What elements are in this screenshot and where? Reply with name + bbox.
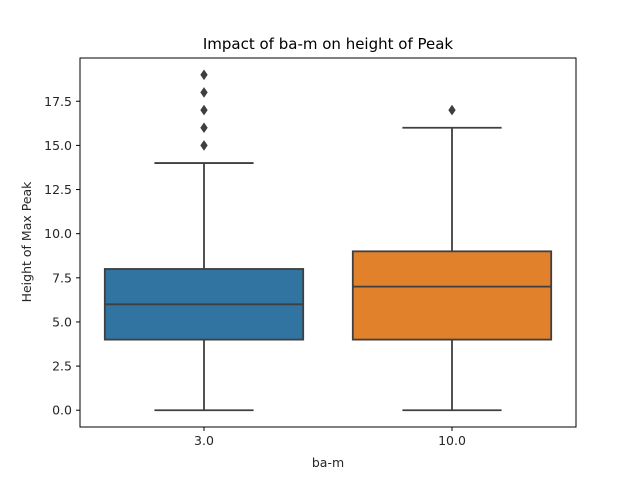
y-tick-label: 0.0 [52, 403, 72, 418]
axes-frame [79, 57, 577, 428]
y-axis-label: Height of Max Peak [19, 181, 34, 303]
y-tick-label: 12.5 [44, 182, 72, 197]
outlier-point [448, 104, 456, 116]
outlier-point [200, 69, 208, 81]
y-tick-label: 2.5 [52, 359, 72, 374]
plot-area [103, 69, 553, 412]
iqr-box [351, 250, 553, 341]
outlier-point [200, 87, 208, 98]
outlier-point [200, 122, 208, 134]
y-tick-label: 17.5 [44, 94, 72, 109]
y-tick-label: 10.0 [44, 226, 72, 241]
y-tick-label: 15.0 [44, 138, 72, 153]
box-group [103, 69, 305, 412]
x-tick-label: 10.0 [438, 433, 466, 448]
outlier-point [200, 140, 208, 151]
chart-title: Impact of ba-m on height of Peak [203, 35, 454, 53]
x-axis-label: ba-m [312, 455, 344, 470]
x-tick-label: 3.0 [194, 433, 214, 448]
y-tick-label: 5.0 [52, 314, 72, 329]
outlier-point [200, 104, 208, 116]
box-group [351, 104, 553, 412]
x-axis: 3.0 10.0 [194, 427, 466, 448]
y-axis: 0.0 2.5 5.0 7.5 10.0 12.5 15.0 17.5 [44, 94, 80, 418]
y-tick-label: 7.5 [52, 270, 72, 285]
